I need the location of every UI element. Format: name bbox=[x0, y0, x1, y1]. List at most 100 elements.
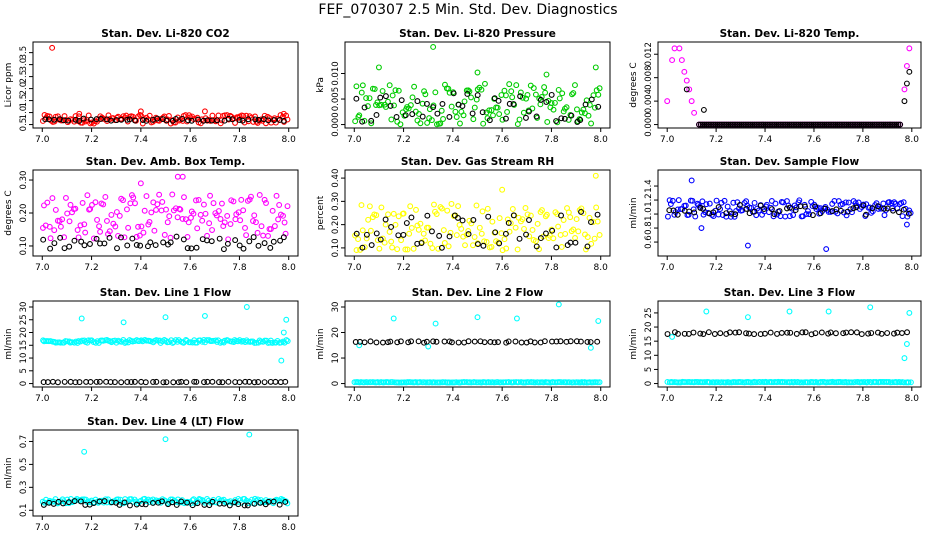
data-point bbox=[875, 121, 881, 128]
data-point bbox=[468, 94, 474, 101]
x-tick-label: 7.8 bbox=[232, 523, 247, 533]
data-point bbox=[492, 229, 499, 236]
data-point bbox=[407, 102, 414, 109]
data-point bbox=[394, 339, 401, 346]
data-point bbox=[409, 94, 416, 101]
data-point bbox=[763, 201, 770, 208]
data-point bbox=[712, 121, 719, 128]
data-point bbox=[137, 180, 144, 187]
data-point bbox=[700, 331, 707, 337]
data-point bbox=[703, 201, 710, 208]
data-point bbox=[188, 117, 195, 124]
data-point bbox=[81, 448, 88, 455]
data-point bbox=[869, 208, 876, 215]
data-point bbox=[389, 244, 396, 251]
data-point bbox=[578, 208, 584, 215]
data-point bbox=[717, 330, 724, 337]
x-tick-label: 7.0 bbox=[660, 263, 675, 273]
data-point bbox=[762, 121, 769, 128]
data-point bbox=[179, 173, 186, 180]
y-tick-label: 0.30 bbox=[331, 192, 341, 211]
data-point bbox=[415, 111, 422, 117]
data-point bbox=[543, 211, 550, 218]
data-point bbox=[112, 223, 119, 230]
data-point bbox=[565, 116, 572, 123]
data-point bbox=[216, 379, 222, 386]
x-tick-label: 7.8 bbox=[544, 394, 559, 404]
data-point bbox=[44, 199, 51, 206]
data-point bbox=[862, 211, 869, 218]
data-point bbox=[137, 242, 144, 249]
data-point bbox=[257, 338, 264, 345]
data-point bbox=[594, 338, 601, 345]
data-point bbox=[282, 378, 289, 385]
data-point bbox=[123, 206, 130, 213]
y-tick-label: 10 bbox=[644, 350, 654, 361]
data-point bbox=[784, 205, 790, 212]
data-point bbox=[51, 116, 58, 123]
y-tick-label: 0.20 bbox=[331, 215, 341, 234]
x-tick-label: 7.6 bbox=[495, 394, 510, 404]
data-point bbox=[385, 211, 391, 218]
data-point bbox=[675, 330, 681, 337]
data-point bbox=[404, 246, 411, 253]
data-point bbox=[47, 245, 54, 252]
data-point bbox=[265, 232, 271, 239]
data-point bbox=[558, 212, 565, 219]
data-point bbox=[502, 115, 509, 122]
data-point bbox=[232, 216, 239, 223]
series-secondary bbox=[353, 208, 601, 251]
data-point bbox=[378, 204, 385, 211]
data-point bbox=[202, 210, 209, 217]
data-point bbox=[542, 230, 549, 237]
data-point bbox=[218, 200, 225, 207]
y-tick-label: 10 bbox=[331, 353, 341, 364]
x-tick-label: 7.2 bbox=[709, 263, 723, 273]
data-point bbox=[496, 215, 503, 222]
data-point bbox=[514, 246, 521, 253]
y-tick-label: 0.8 bbox=[644, 221, 654, 235]
y-axis-label: ml/min bbox=[629, 328, 639, 359]
data-point bbox=[56, 116, 63, 123]
data-point bbox=[891, 121, 898, 128]
data-point bbox=[753, 121, 760, 128]
data-point bbox=[359, 82, 366, 89]
data-point bbox=[508, 88, 515, 95]
data-point bbox=[49, 44, 56, 51]
data-point bbox=[707, 121, 714, 128]
data-point bbox=[523, 231, 530, 238]
data-point bbox=[224, 212, 231, 219]
data-point bbox=[479, 109, 486, 116]
data-point bbox=[400, 231, 407, 238]
data-point bbox=[843, 329, 850, 336]
data-point bbox=[495, 239, 502, 246]
data-point bbox=[578, 109, 585, 116]
data-point bbox=[116, 212, 123, 219]
data-point bbox=[185, 117, 191, 124]
data-point bbox=[543, 71, 550, 78]
data-point bbox=[809, 212, 816, 219]
data-point bbox=[432, 89, 439, 96]
y-tick-label: 0.000 bbox=[331, 112, 341, 136]
data-point bbox=[406, 230, 413, 237]
data-point bbox=[431, 201, 437, 208]
data-point bbox=[388, 238, 395, 245]
data-point bbox=[771, 211, 778, 218]
data-point bbox=[240, 207, 247, 214]
data-point bbox=[361, 104, 368, 111]
x-tick-label: 7.8 bbox=[856, 263, 871, 273]
x-tick-label: 7.6 bbox=[807, 394, 822, 404]
data-point bbox=[363, 95, 370, 102]
data-point bbox=[151, 227, 158, 234]
figure-title: FEF_070307 2.5 Min. Std. Dev. Diagnostic… bbox=[318, 2, 618, 18]
data-point bbox=[377, 236, 384, 243]
series-secondary bbox=[664, 329, 911, 338]
data-point bbox=[578, 205, 585, 212]
data-point bbox=[98, 116, 104, 122]
plot-frame bbox=[344, 169, 611, 257]
series-secondary bbox=[666, 202, 912, 219]
data-point bbox=[895, 209, 902, 216]
data-point bbox=[688, 177, 695, 184]
data-point bbox=[533, 243, 540, 250]
data-point bbox=[692, 213, 699, 220]
